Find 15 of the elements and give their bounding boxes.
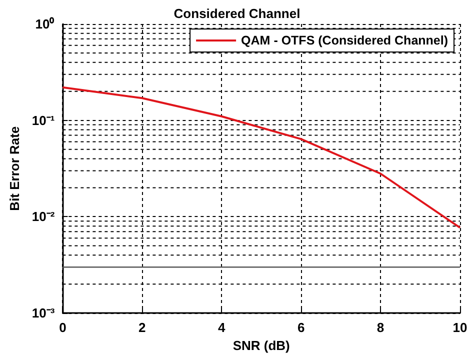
chart-title: Considered Channel xyxy=(174,6,300,21)
x-axis-title: SNR (dB) xyxy=(232,338,290,353)
x-tick-label: 8 xyxy=(376,320,384,336)
y-tick-label: 10⁰ xyxy=(35,16,55,32)
x-tick-label: 0 xyxy=(59,320,66,336)
y-tick-label: 10⁻³ xyxy=(32,306,56,321)
x-tick-label: 10 xyxy=(452,320,468,336)
y-axis-title: Bit Error Rate xyxy=(7,126,22,211)
line-series xyxy=(62,86,461,229)
x-tick-label: 2 xyxy=(138,320,146,336)
x-tick-label: 6 xyxy=(297,320,305,336)
y-tick-label: 10⁻² xyxy=(32,209,56,224)
y-tick-label: 10⁻¹ xyxy=(32,112,55,128)
x-tick-label: 4 xyxy=(218,320,226,336)
legend-label: QAM - OTFS (Considered Channel) xyxy=(241,34,448,48)
